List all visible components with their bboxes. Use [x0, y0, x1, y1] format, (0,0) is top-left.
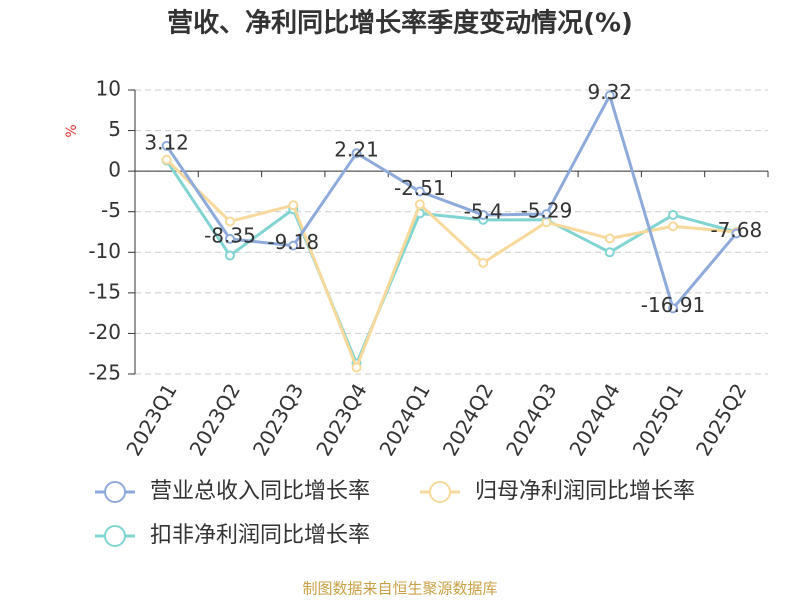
x-tick-label: 2024Q3 [501, 379, 561, 460]
data-point [604, 233, 615, 244]
x-tick-label: 2023Q4 [311, 379, 371, 460]
y-tick-label: -25 [88, 361, 121, 385]
x-tick-label: 2023Q3 [248, 379, 308, 460]
x-tick-label: 2024Q1 [374, 379, 434, 460]
x-tick-label: 2024Q2 [438, 379, 498, 460]
x-tick-label: 2025Q1 [628, 379, 688, 460]
y-tick-label: -10 [88, 239, 121, 263]
data-point [224, 216, 235, 227]
legend-label: 营业总收入同比增长率 [150, 479, 370, 504]
data-label: 9.32 [587, 80, 632, 104]
data-label: 2.21 [334, 138, 379, 162]
series-line [165, 91, 738, 312]
y-tick-label: 10 [96, 77, 121, 101]
data-point [541, 209, 552, 220]
legend-label: 归母净利润同比增长率 [475, 479, 695, 504]
data-point [351, 148, 362, 159]
data-point [478, 209, 489, 220]
data-point [161, 154, 172, 165]
data-label: 3.12 [144, 130, 189, 154]
data-point [414, 199, 425, 210]
y-tick-label: -5 [101, 198, 121, 222]
data-point [414, 186, 425, 197]
data-point [604, 90, 615, 101]
x-tick-label: 2023Q1 [121, 379, 181, 460]
data-label: -5.29 [521, 199, 573, 223]
legend-marker [429, 481, 451, 503]
data-point [288, 240, 299, 251]
data-point [288, 200, 299, 211]
y-tick-label: -15 [88, 279, 121, 303]
y-tick-label: -20 [88, 320, 121, 344]
data-point [604, 247, 615, 258]
data-label: -8.35 [204, 223, 256, 247]
legend-marker [104, 525, 126, 547]
data-point [224, 250, 235, 261]
data-label: -16.91 [641, 293, 705, 317]
data-point [351, 362, 362, 373]
data-point [478, 257, 489, 268]
footer: 制图数据来自恒生聚源数据库 [302, 580, 497, 598]
legend-label: 扣非净利润同比增长率 [150, 523, 370, 548]
legend-marker [104, 481, 126, 503]
x-tick-label: 2023Q2 [185, 379, 245, 460]
data-point [668, 209, 679, 220]
data-point [668, 221, 679, 232]
data-label: -5.4 [464, 199, 503, 223]
data-point [161, 140, 172, 151]
data-label: -7.68 [710, 218, 762, 242]
x-tick-label: 2025Q2 [691, 379, 751, 460]
y-axis-label: % [64, 124, 80, 137]
series-line [165, 158, 737, 372]
chart-title: 营收、净利同比增长率季度变动情况(%) [167, 8, 633, 39]
data-label: -9.18 [267, 230, 319, 254]
y-tick-label: 0 [108, 158, 121, 182]
data-label: -2.51 [394, 176, 446, 200]
data-point [731, 228, 742, 239]
x-tick-label: 2024Q4 [564, 379, 624, 460]
y-tick-label: 5 [108, 117, 121, 141]
data-point [668, 303, 679, 314]
data-point [224, 233, 235, 244]
